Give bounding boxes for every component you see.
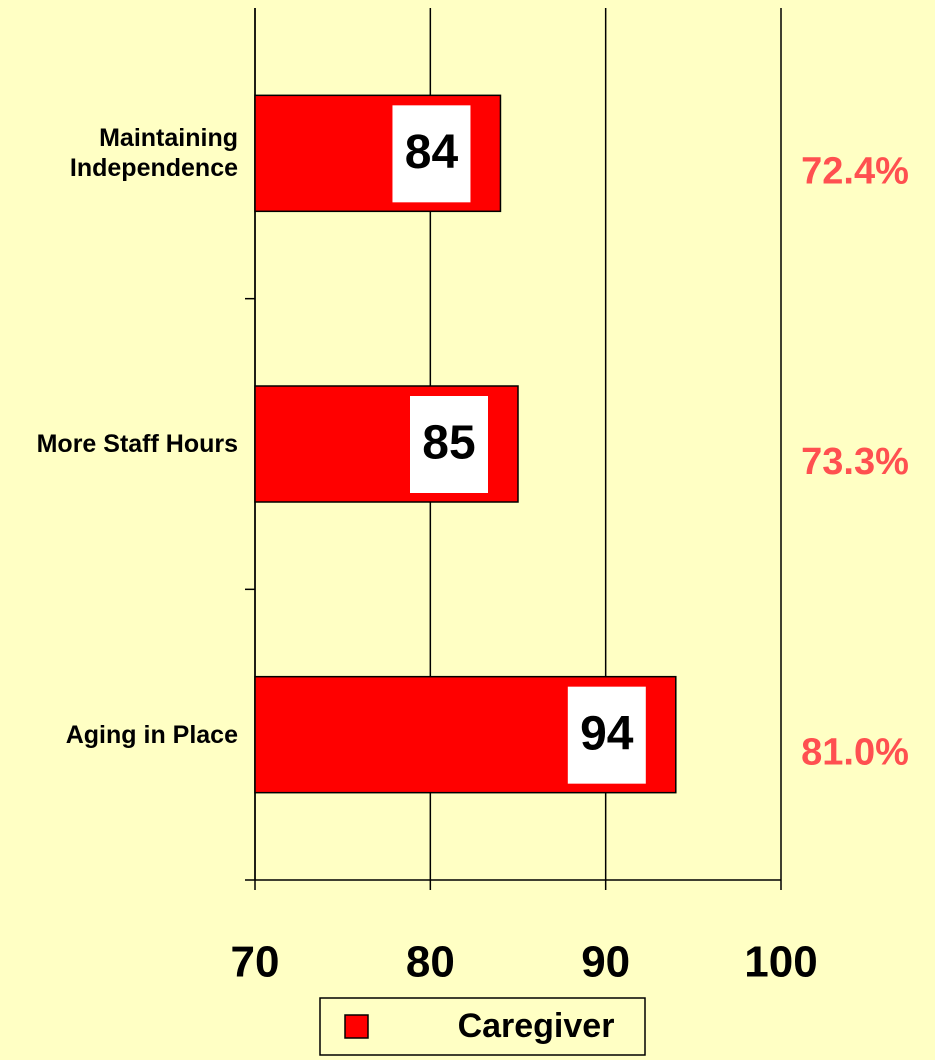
annotation: 73.3% (801, 441, 909, 483)
legend-label: Caregiver (458, 1007, 615, 1045)
x-tick-label: 100 (744, 938, 817, 987)
annotation: 81.0% (801, 732, 909, 774)
value-label-box (392, 105, 471, 203)
x-tick-label: 90 (581, 938, 630, 987)
x-tick-label: 80 (406, 938, 455, 987)
legend-swatch (344, 1014, 369, 1039)
value-label-box (567, 686, 646, 784)
x-tick-label: 70 (231, 938, 280, 987)
value-label: 85 (422, 417, 475, 470)
legend-box (319, 997, 646, 1056)
value-label: 94 (580, 707, 634, 760)
value-label-box (410, 396, 488, 493)
annotation: 72.4% (801, 150, 909, 192)
y-tick-label: More Staff Hours (36, 430, 238, 458)
y-tick-label: Aging in Place (65, 720, 238, 749)
value-label: 84 (405, 126, 459, 179)
y-tick-label: Maintaining Independence (69, 124, 238, 183)
